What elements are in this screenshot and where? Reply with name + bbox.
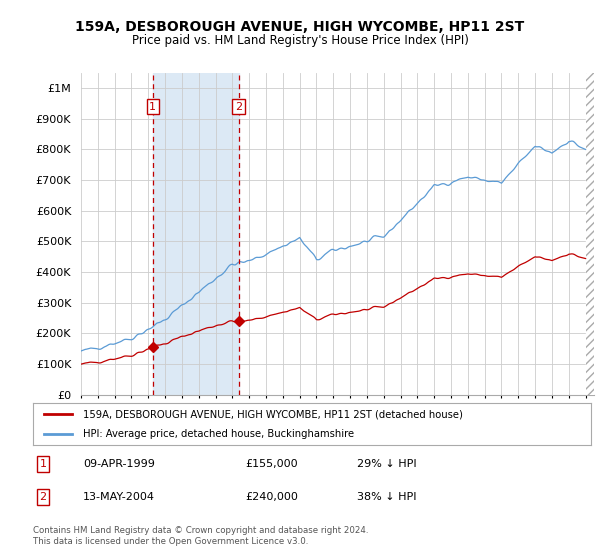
Bar — [153, 73, 239, 395]
Text: 09-APR-1999: 09-APR-1999 — [83, 459, 155, 469]
Text: 1: 1 — [149, 101, 157, 111]
Bar — [586, 73, 596, 395]
Text: 2: 2 — [235, 101, 242, 111]
Text: 159A, DESBOROUGH AVENUE, HIGH WYCOMBE, HP11 2ST: 159A, DESBOROUGH AVENUE, HIGH WYCOMBE, H… — [76, 20, 524, 34]
Text: 13-MAY-2004: 13-MAY-2004 — [83, 492, 155, 502]
Bar — [586, 73, 596, 395]
Text: 2: 2 — [40, 492, 47, 502]
Text: £155,000: £155,000 — [245, 459, 298, 469]
Text: £240,000: £240,000 — [245, 492, 298, 502]
Text: 159A, DESBOROUGH AVENUE, HIGH WYCOMBE, HP11 2ST (detached house): 159A, DESBOROUGH AVENUE, HIGH WYCOMBE, H… — [83, 409, 463, 419]
Text: Contains HM Land Registry data © Crown copyright and database right 2024.: Contains HM Land Registry data © Crown c… — [33, 526, 368, 535]
Text: Price paid vs. HM Land Registry's House Price Index (HPI): Price paid vs. HM Land Registry's House … — [131, 34, 469, 47]
Text: 1: 1 — [40, 459, 47, 469]
Text: 29% ↓ HPI: 29% ↓ HPI — [356, 459, 416, 469]
Text: This data is licensed under the Open Government Licence v3.0.: This data is licensed under the Open Gov… — [33, 538, 308, 547]
Text: 38% ↓ HPI: 38% ↓ HPI — [356, 492, 416, 502]
Text: HPI: Average price, detached house, Buckinghamshire: HPI: Average price, detached house, Buck… — [83, 430, 355, 439]
